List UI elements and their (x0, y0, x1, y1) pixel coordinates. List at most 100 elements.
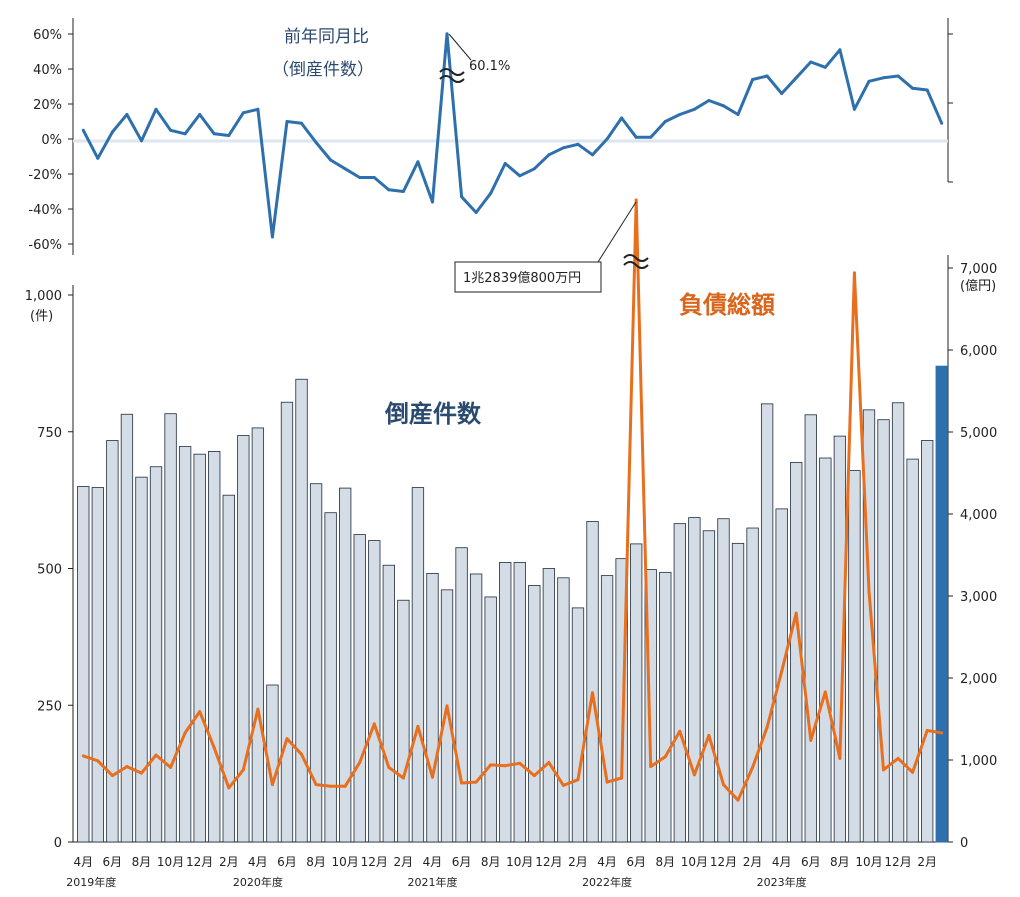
liabilities-point (110, 774, 114, 778)
liabilities-point (256, 707, 260, 711)
count-bar (91, 487, 104, 843)
yoy-point (663, 120, 667, 123)
liabilities-tick-label: 3,000 (960, 590, 997, 605)
yoy-tick-label: 0% (41, 133, 62, 148)
liabilities-point (96, 759, 100, 763)
liabilities-point (780, 669, 784, 673)
yoy-point (896, 74, 900, 78)
yoy-point (707, 99, 711, 102)
yoy-point (852, 107, 856, 111)
count-bar (586, 521, 599, 843)
yoy-point (125, 113, 129, 116)
yoy-point (823, 65, 827, 69)
fiscal-year-label: 2023年度 (757, 875, 807, 889)
liabilities-point (794, 611, 798, 615)
liabilities-point (430, 775, 434, 779)
count-bar (309, 483, 323, 843)
liabilities-point (212, 746, 216, 750)
liabilities-point (896, 756, 900, 760)
yoy-tick-label: 60% (33, 28, 62, 43)
yoy-point (241, 111, 245, 115)
yoy-point (576, 142, 580, 146)
yoy-peak-annotation: 60.1% (469, 59, 510, 74)
liabilities-point (576, 778, 580, 782)
liabilities-point (285, 737, 289, 741)
count-bar (353, 534, 366, 843)
yoy-point (139, 139, 143, 143)
yoy-point (809, 60, 813, 64)
liabilities-point (591, 691, 595, 695)
x-tick-label: 2月 (394, 855, 414, 869)
yoy-tick-label: -40% (28, 203, 62, 218)
count-bar (862, 409, 876, 843)
count-bar (280, 401, 294, 843)
liabilities-tick-label: 4,000 (960, 508, 997, 523)
yoy-point (96, 156, 100, 160)
x-tick-label: 8月 (306, 855, 326, 869)
count-bar (339, 487, 352, 843)
yoy-label-line2: （倒産件数） (272, 60, 374, 80)
x-tick-label: 12月 (186, 855, 213, 869)
count-bar (557, 577, 570, 843)
count-bar (411, 487, 425, 843)
liabilities-point (532, 774, 536, 778)
liabilities-point (736, 798, 740, 802)
liabilities-point (809, 738, 813, 742)
count-bar (178, 446, 192, 843)
x-tick-label: 4月 (772, 855, 792, 869)
yoy-point (387, 188, 391, 192)
liabilities-point (605, 780, 609, 784)
count-bar (819, 457, 832, 843)
liabilities-point (911, 770, 915, 774)
x-tick-label: 12月 (535, 855, 562, 869)
yoy-point (532, 167, 536, 171)
count-bar (149, 466, 163, 843)
x-tick-label: 2月 (568, 855, 588, 869)
yoy-point (634, 135, 638, 139)
yoy-point (940, 121, 944, 125)
x-tick-label: 12月 (710, 855, 737, 869)
liabilities-point (547, 760, 551, 764)
liabilities-point (474, 780, 478, 784)
yoy-point (736, 113, 740, 116)
yoy-point (212, 132, 216, 136)
x-tick-label: 12月 (884, 855, 911, 869)
count-bar (237, 435, 250, 843)
liabilities-point (721, 783, 725, 787)
count-tick-label: 0 (54, 836, 62, 851)
yoy-point (547, 153, 551, 157)
liabilities-point (416, 724, 420, 728)
liabilities-point (125, 765, 129, 769)
liabilities-point (620, 776, 624, 780)
x-tick-labels: 4月 6月 8月 10月 12月 2月 4月 6月 8月 10月 12月 2月 4月 6月 8月 10月 12月… (73, 855, 937, 869)
liabilities-point (270, 783, 274, 787)
liabilities-point (489, 763, 493, 767)
count-bar (368, 540, 381, 843)
yoy-point (372, 176, 376, 179)
liabilities-series-label: 負債総額 (679, 291, 775, 319)
x-tick-label: 10月 (332, 855, 359, 869)
liabilities-unit-label: (億円) (960, 278, 996, 294)
liabilities-point (940, 731, 944, 735)
liabilities-point (838, 756, 842, 760)
x-tick-label: 8月 (481, 855, 501, 869)
liabilities-point (707, 733, 711, 737)
x-tick-label: 6月 (626, 855, 646, 869)
yoy-point (911, 86, 915, 90)
yoy-line (81, 32, 944, 239)
yoy-point (256, 107, 260, 111)
count-bar (659, 571, 672, 843)
liabilities-tick-label: 0 (960, 836, 968, 851)
yoy-point (780, 92, 784, 95)
yoy-point (154, 107, 158, 111)
liabilities-peak-leader (597, 201, 637, 263)
x-tick-label: 4月 (423, 855, 443, 869)
count-bar (731, 542, 745, 843)
count-bar (77, 486, 90, 843)
count-bar (702, 530, 716, 843)
x-tick-label: 10月 (681, 855, 708, 869)
liabilities-point (372, 722, 376, 726)
yoy-point (561, 146, 565, 150)
liabilities-tick-label: 2,000 (960, 672, 997, 687)
count-bar (877, 419, 890, 843)
